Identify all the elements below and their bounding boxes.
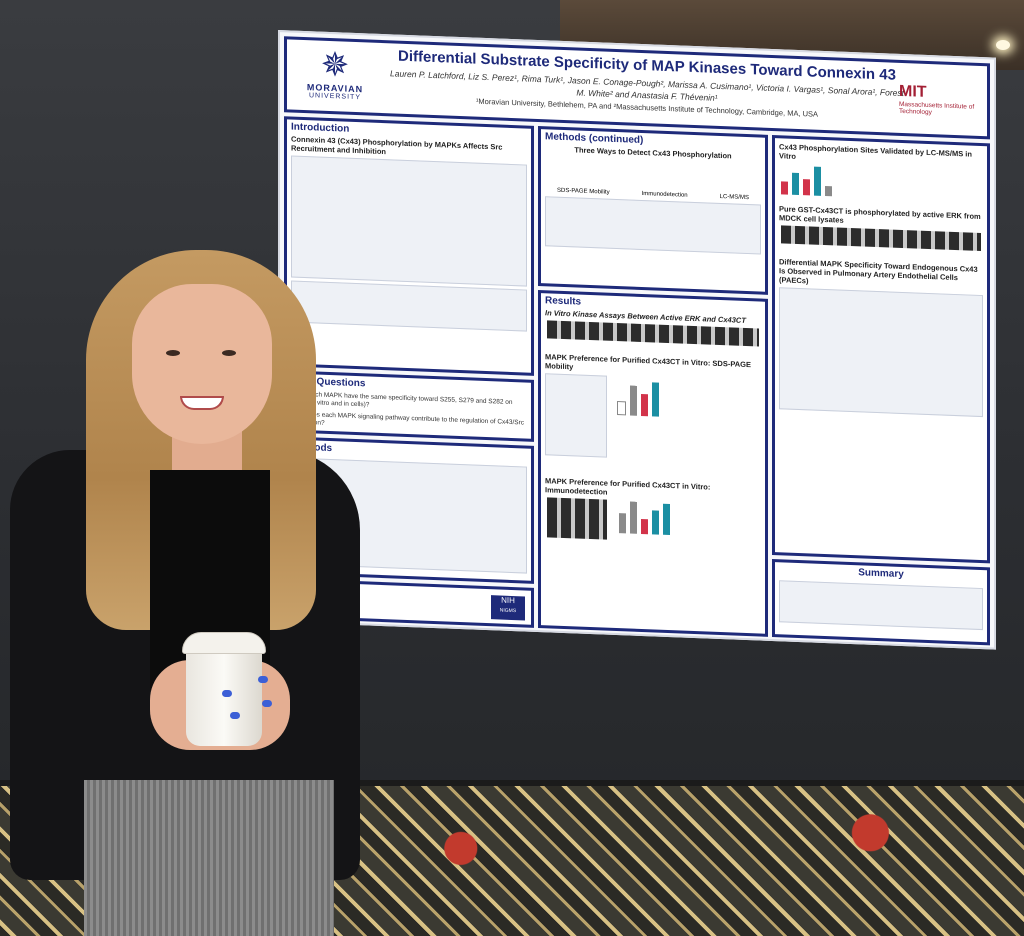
immuno-bar-1 — [619, 512, 626, 534]
results-fig-row — [541, 370, 765, 467]
lcms-bar-5 — [825, 186, 832, 197]
fold-mobility-bars — [617, 375, 659, 417]
bar-gray — [630, 385, 637, 416]
bar-control — [617, 401, 626, 416]
western-blot-2 — [547, 497, 607, 540]
right-sub3: Differential MAPK Specificity Toward End… — [779, 257, 978, 286]
mdck-blot — [781, 225, 981, 252]
immuno-fig-row — [541, 494, 765, 549]
methods-continued-panel: Methods (continued) Three Ways to Detect… — [538, 125, 768, 295]
bar-teal — [652, 382, 659, 417]
membrane-figure — [291, 155, 527, 287]
sequence-figure — [291, 280, 527, 332]
mit-logo: MIT Massachusetts Institute of Technolog… — [899, 83, 979, 126]
immuno-bars — [619, 499, 670, 536]
introduction-panel: Introduction Connexin 43 (Cx43) Phosphor… — [284, 116, 534, 376]
ceiling-light — [996, 40, 1010, 50]
sds-page-label: SDS-PAGE Mobility — [557, 187, 610, 196]
lcms-bar-4 — [814, 166, 821, 196]
lcms-bars — [781, 162, 981, 202]
immuno-bar-5 — [663, 504, 670, 536]
nail-2 — [230, 712, 240, 719]
mit-text: Massachusetts Institute of Technology — [899, 100, 975, 117]
nail-1 — [222, 690, 232, 697]
immuno-bar-4 — [652, 510, 659, 535]
summary-bullets — [779, 580, 983, 631]
results-panel: Results In Vitro Kinase Assays Between A… — [538, 289, 768, 637]
face — [132, 284, 272, 444]
bar-red — [641, 393, 648, 417]
gel-figure — [545, 373, 607, 458]
coffee-cup-lid — [182, 632, 266, 654]
immuno-bar-2 — [630, 501, 637, 534]
research-poster: ✵ MORAVIAN UNIVERSITY Differential Subst… — [278, 30, 996, 650]
nigms-label: NIGMS — [499, 607, 517, 615]
lcms-label: LC-MS/MS — [719, 193, 749, 202]
immuno-bar-3 — [641, 518, 648, 535]
immunodetection-label: Immunodetection — [641, 190, 688, 199]
main-questions-panel: Main Questions Does each MAPK have the s… — [284, 370, 534, 442]
left-eye — [166, 350, 180, 356]
nail-3 — [258, 676, 268, 683]
lcms-bar-2 — [792, 172, 799, 196]
smile — [180, 396, 224, 410]
detection-figure — [545, 196, 761, 255]
nail-4 — [262, 700, 272, 707]
right-eye — [222, 350, 236, 356]
right-results-panel: Cx43 Phosphorylation Sites Validated by … — [772, 134, 990, 564]
paec-figure — [779, 287, 983, 418]
summary-panel: Summary — [772, 558, 990, 646]
lcms-bar-1 — [781, 181, 788, 195]
lcms-bar-3 — [803, 179, 810, 196]
nih-logo: NIH NIGMS — [491, 595, 525, 621]
moravian-logo: ✵ MORAVIAN UNIVERSITY — [295, 46, 375, 113]
plaid-pants — [84, 780, 334, 936]
star-logo-icon: ✵ — [320, 45, 350, 85]
